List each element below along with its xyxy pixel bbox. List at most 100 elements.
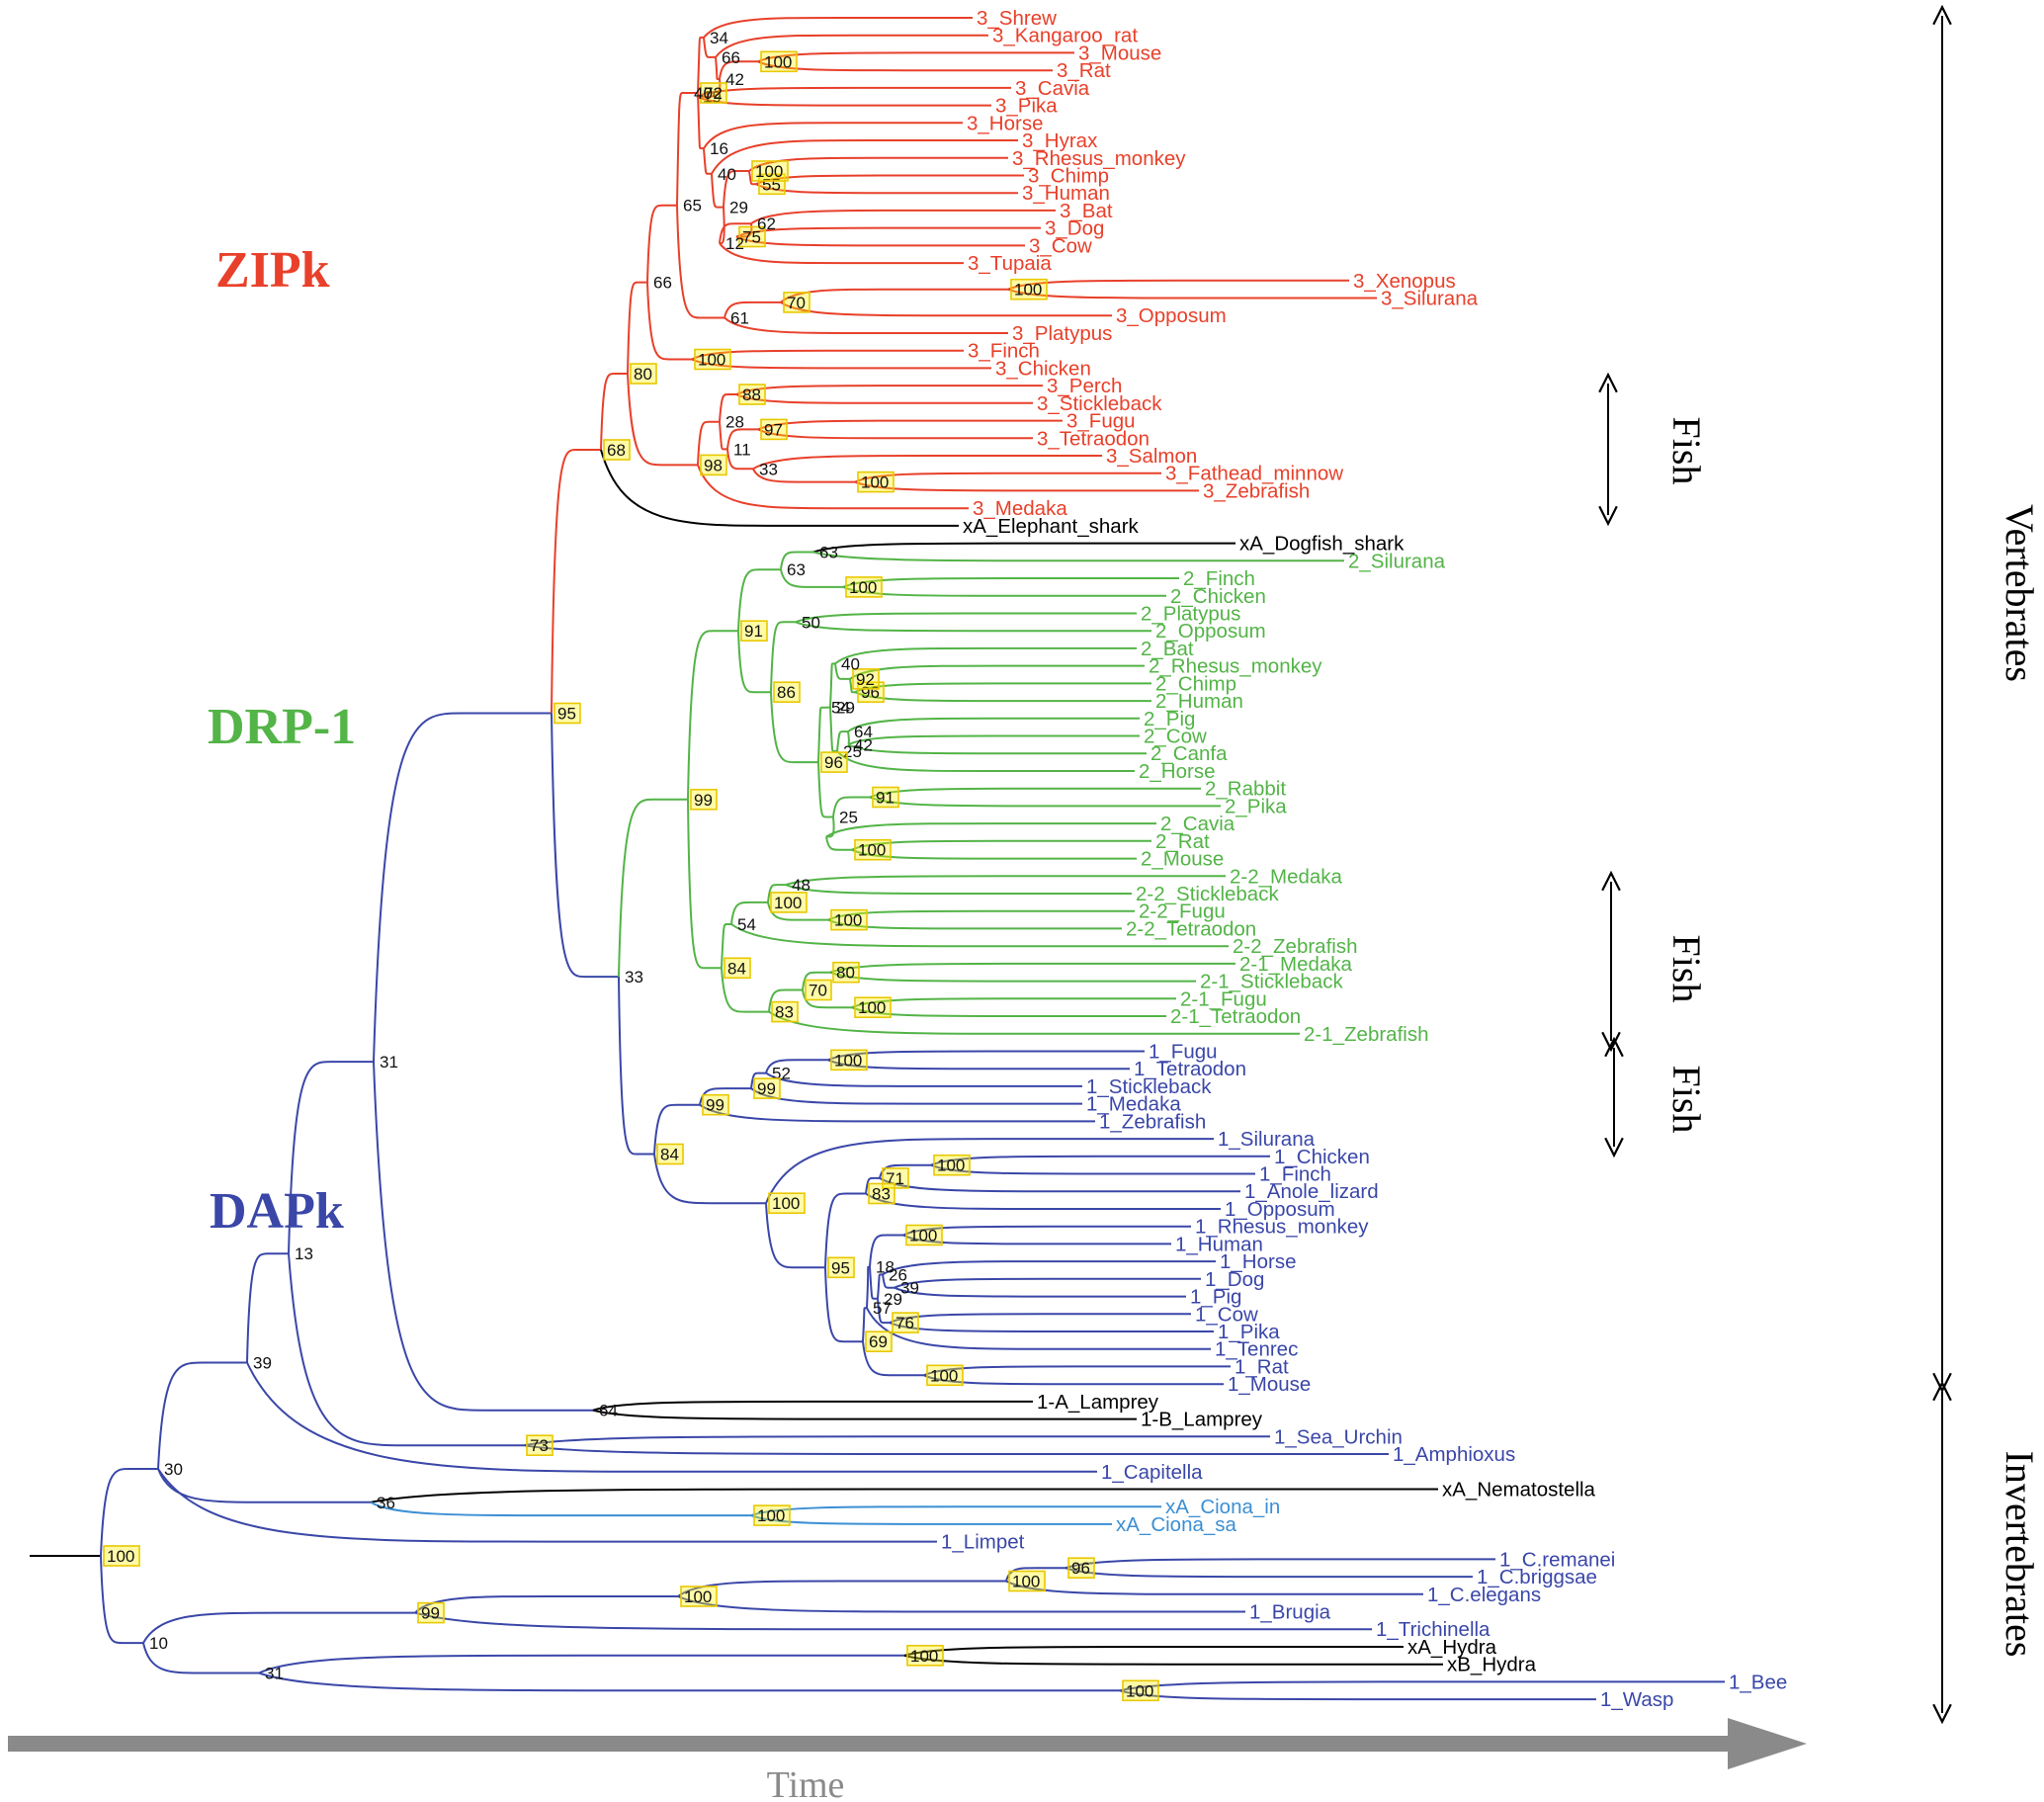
branch-56 <box>757 419 1063 431</box>
support-value: 54 <box>831 699 850 718</box>
branch-143 <box>865 1192 1221 1210</box>
branch-46 <box>646 282 692 361</box>
fish-label-2: Fish <box>1664 935 1709 1003</box>
branch-139 <box>879 1163 931 1179</box>
support-n33: 33 <box>625 968 643 987</box>
branch-185 <box>414 1611 1372 1631</box>
support-value: 11 <box>733 440 751 459</box>
branch-93 <box>847 734 1140 746</box>
support-n91: 91 <box>740 620 768 643</box>
leaf-xa-dogfish-shark: xA_Dogfish_shark <box>1239 533 1405 556</box>
branch-11 <box>697 36 704 94</box>
support-n96h: 96 <box>857 681 885 704</box>
support-value: 63 <box>819 544 838 562</box>
support-n13: 13 <box>295 1244 313 1263</box>
branch-170 <box>157 1468 371 1503</box>
leaf-1-pika: 1_Pika <box>1218 1321 1280 1343</box>
branch-87 <box>854 682 1151 694</box>
support-n34: 34 <box>710 29 728 47</box>
branch-145 <box>862 1307 867 1342</box>
support-box <box>760 418 788 441</box>
leaf-3-silurana: 3_Silurana <box>1381 288 1479 310</box>
support-root: 100 <box>103 1545 140 1567</box>
branch-39 <box>676 205 724 319</box>
support-value: 40 <box>841 654 860 673</box>
support-value: 40 <box>718 165 736 184</box>
time-arrow-head <box>1728 1718 1807 1769</box>
leaf-1-bee: 1_Bee <box>1729 1671 1787 1693</box>
support-value: 31 <box>380 1053 398 1072</box>
leaf-2-2-medaka: 2-2_Medaka <box>1230 865 1343 888</box>
support-n92: 92 <box>852 668 880 690</box>
leaf-2-1-medaka: 2-1_Medaka <box>1239 953 1353 976</box>
branch-97 <box>832 796 870 817</box>
branch-65 <box>551 713 619 979</box>
leaf-2-rhesus-monkey: 2_Rhesus_monkey <box>1149 655 1322 678</box>
branch-133 <box>699 1103 1095 1123</box>
branch-69 <box>780 551 813 570</box>
branch-135 <box>765 1138 1214 1204</box>
support-box <box>865 1330 893 1352</box>
support-n98z: 98 <box>700 454 727 476</box>
leaf-2-human: 2_Human <box>1155 690 1243 713</box>
branch-2 <box>246 1252 289 1363</box>
leaf-1-fugu: 1_Fugu <box>1149 1041 1218 1064</box>
leaf-3-fugu: 3_Fugu <box>1066 410 1136 433</box>
support-box <box>857 471 894 493</box>
leaf-3-xenopus: 3_Xenopus <box>1353 270 1456 293</box>
branch-188 <box>903 1646 1404 1657</box>
support-value: 39 <box>900 1279 919 1298</box>
branch-13 <box>703 37 716 58</box>
branch-51 <box>719 393 736 422</box>
leaf-2-1-stickleback: 2-1_Stickleback <box>1200 971 1343 993</box>
branch-63 <box>697 465 969 510</box>
support-n100n: 100 <box>680 1586 718 1607</box>
leaf-3-perch: 3_Perch <box>1047 375 1122 397</box>
branch-118 <box>829 962 1235 974</box>
support-value: 99 <box>421 1604 440 1623</box>
support-n100p: 100 <box>751 160 789 182</box>
support-n100b1: 100 <box>830 1049 868 1072</box>
branch-26 <box>711 173 724 209</box>
branch-48 <box>691 358 991 370</box>
leaf-3-pika: 3_Pika <box>995 95 1058 118</box>
support-n73: 73 <box>526 1434 554 1456</box>
support-value: 70 <box>809 982 827 1000</box>
branch-9 <box>676 92 688 206</box>
support-value: 54 <box>737 915 756 934</box>
leaf-xb-hydra: xB_Hydra <box>1447 1654 1537 1676</box>
support-box <box>1010 278 1048 300</box>
support-value: 19 <box>703 88 722 107</box>
support-n99n: 99 <box>417 1601 445 1624</box>
branch-1 <box>157 1361 247 1470</box>
support-box <box>768 1192 806 1214</box>
support-value: 64 <box>854 723 873 741</box>
support-value: 100 <box>834 1051 862 1070</box>
leaf-3-cavia: 3_Cavia <box>1015 77 1090 100</box>
support-n100h: 100 <box>906 1645 944 1667</box>
branch-21 <box>696 95 991 107</box>
leaf-1-b-lamprey: 1-B_Lamprey <box>1141 1409 1263 1431</box>
leaf-1-stickleback: 1_Stickleback <box>1086 1075 1212 1098</box>
branch-112 <box>827 909 1135 921</box>
branch-155 <box>894 1286 1186 1298</box>
support-n100rm2: 100 <box>854 838 892 861</box>
branch-181 <box>1065 1558 1495 1570</box>
branch-96 <box>817 762 833 818</box>
support-n10: 10 <box>149 1634 168 1653</box>
support-box <box>680 1586 718 1607</box>
leaf-1-capitella: 1_Capitella <box>1101 1461 1203 1484</box>
branch-44 <box>780 301 1112 317</box>
support-value: 33 <box>625 968 643 987</box>
branch-59 <box>752 455 1102 471</box>
leaf-3-finch: 3_Finch <box>968 340 1040 363</box>
branch-191 <box>1119 1680 1725 1692</box>
support-n42d: 42 <box>854 735 873 754</box>
leaf-1-a-lamprey: 1-A_Lamprey <box>1037 1391 1159 1414</box>
support-value: 99 <box>694 791 713 810</box>
branch-189 <box>903 1654 1443 1666</box>
support-n100rh: 100 <box>905 1224 943 1246</box>
branch-72 <box>780 568 843 588</box>
branch-157 <box>889 1313 1191 1325</box>
